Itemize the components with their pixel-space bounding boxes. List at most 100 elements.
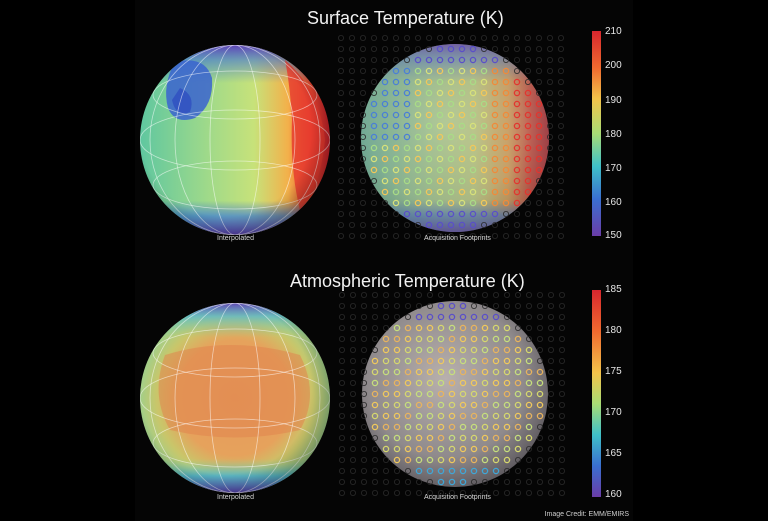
footprint-dot xyxy=(414,100,422,108)
footprint-dot xyxy=(547,232,554,239)
footprint-dot xyxy=(360,390,367,397)
footprint-dot xyxy=(371,335,378,342)
footprint-dot xyxy=(447,122,455,130)
atmospheric-left-caption: Interpolated xyxy=(217,494,254,501)
footprint-dot xyxy=(360,467,367,474)
footprint-dot xyxy=(404,412,412,420)
footprint-dot xyxy=(371,467,378,474)
footprint-dot xyxy=(514,368,522,376)
footprint-dot xyxy=(491,199,499,207)
footprint-dot xyxy=(470,379,478,387)
footprint-dot xyxy=(470,324,478,332)
footprint-dot xyxy=(536,177,543,184)
footprint-dot xyxy=(524,188,532,196)
footprint-dot xyxy=(559,324,566,331)
footprint-dot xyxy=(415,423,423,431)
footprint-dot xyxy=(514,379,522,387)
footprint-dot xyxy=(514,401,522,409)
footprint-dot xyxy=(537,445,544,452)
footprint-dot xyxy=(392,221,399,228)
footprint-dot xyxy=(480,100,488,108)
footprint-dot xyxy=(491,89,499,97)
footprint-dot xyxy=(371,456,378,463)
footprint-dot xyxy=(559,467,566,474)
footprint-dot xyxy=(458,232,465,239)
footprint-dot xyxy=(558,57,565,64)
footprint-dot xyxy=(547,123,554,130)
footprint-dot xyxy=(381,111,389,119)
footprint-dot xyxy=(403,155,411,163)
footprint-dot xyxy=(526,467,533,474)
footprint-dot xyxy=(526,302,533,309)
footprint-dot xyxy=(370,144,378,152)
footprint-dot xyxy=(502,67,510,75)
footprint-dot xyxy=(359,68,366,75)
footprint-dot xyxy=(437,456,445,464)
footprint-dot xyxy=(458,45,466,53)
footprint-dot xyxy=(404,313,411,320)
footprint-dot xyxy=(514,434,522,442)
footprint-dot xyxy=(349,412,356,419)
footprint-dot xyxy=(503,291,510,298)
footprint-dot xyxy=(558,177,565,184)
footprint-dot xyxy=(404,467,411,474)
footprint-dot xyxy=(426,346,434,354)
footprint-dot xyxy=(481,379,489,387)
footprint-dot xyxy=(547,35,554,42)
footprint-dot xyxy=(480,188,488,196)
footprint-dot xyxy=(393,478,400,485)
footprint-dot xyxy=(437,302,445,310)
footprint-dot xyxy=(491,56,499,64)
footprint-dot xyxy=(381,232,388,239)
footprint-dot xyxy=(404,346,412,354)
footprint-dot xyxy=(415,478,422,485)
footprint-dot xyxy=(525,68,532,75)
footprint-dot xyxy=(547,57,554,64)
footprint-dot xyxy=(359,188,366,195)
footprint-dot xyxy=(481,445,489,453)
footprint-dot xyxy=(414,111,422,119)
footprint-dot xyxy=(359,199,366,206)
footprint-dot xyxy=(524,133,532,141)
footprint-dot xyxy=(469,166,477,174)
footprint-dot xyxy=(459,291,466,298)
footprint-dot xyxy=(458,199,466,207)
footprint-dot xyxy=(491,177,499,185)
footprint-dot xyxy=(425,35,432,42)
footprint-dot xyxy=(492,324,500,332)
footprint-dot xyxy=(415,489,422,496)
footprint-dot xyxy=(491,133,499,141)
footprint-dot xyxy=(360,291,367,298)
footprint-dot xyxy=(415,467,423,475)
footprint-dot xyxy=(348,177,355,184)
footprint-dot xyxy=(415,401,423,409)
footprint-dot xyxy=(514,412,522,420)
footprint-dot xyxy=(403,232,410,239)
footprint-dot xyxy=(514,335,522,343)
footprint-dot xyxy=(480,155,488,163)
footprint-dot xyxy=(513,111,521,119)
footprint-dot xyxy=(359,46,366,53)
footprint-dot xyxy=(503,489,510,496)
footprint-dot xyxy=(559,379,566,386)
footprint-dot xyxy=(458,35,465,42)
footprint-dot xyxy=(480,166,488,174)
footprint-dot xyxy=(548,467,555,474)
footprint-dot xyxy=(548,489,555,496)
footprint-dot xyxy=(558,112,565,119)
footprint-dot xyxy=(503,379,511,387)
footprint-dot xyxy=(426,456,434,464)
footprint-dot xyxy=(415,313,423,321)
footprint-dot xyxy=(359,57,366,64)
footprint-dot xyxy=(491,122,499,130)
footprint-dot xyxy=(337,90,344,97)
footprint-dot xyxy=(525,423,533,431)
footprint-dot xyxy=(348,232,355,239)
footprint-dot xyxy=(458,67,466,75)
footprint-dot xyxy=(503,423,511,431)
footprint-dot xyxy=(425,188,433,196)
footprint-dot xyxy=(537,489,544,496)
footprint-dot xyxy=(393,412,401,420)
footprint-dot xyxy=(338,401,345,408)
footprint-dot xyxy=(547,68,554,75)
